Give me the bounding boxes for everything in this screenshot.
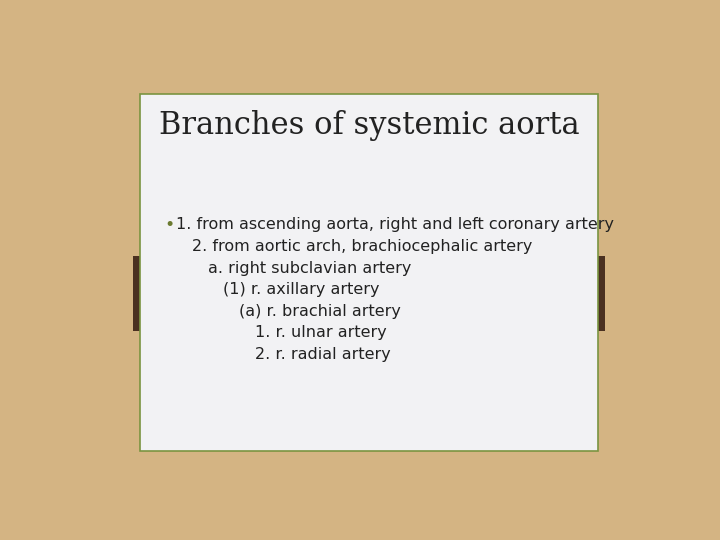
Bar [133,256,157,331]
Text: 2. from aortic arch, brachiocephalic artery: 2. from aortic arch, brachiocephalic art… [192,239,533,254]
Text: 1. r. ulnar artery: 1. r. ulnar artery [255,326,387,341]
Bar [581,256,605,331]
Text: 1. from ascending aorta, right and left coronary artery: 1. from ascending aorta, right and left … [176,218,614,232]
Text: (1) r. axillary artery: (1) r. axillary artery [223,282,380,297]
Text: •: • [164,216,174,234]
Text: (a) r. brachial artery: (a) r. brachial artery [239,304,401,319]
FancyBboxPatch shape [140,94,598,451]
Text: a. right subclavian artery: a. right subclavian artery [208,261,411,275]
Text: 2. r. radial artery: 2. r. radial artery [255,347,390,362]
Text: Branches of systemic aorta: Branches of systemic aorta [158,110,580,140]
